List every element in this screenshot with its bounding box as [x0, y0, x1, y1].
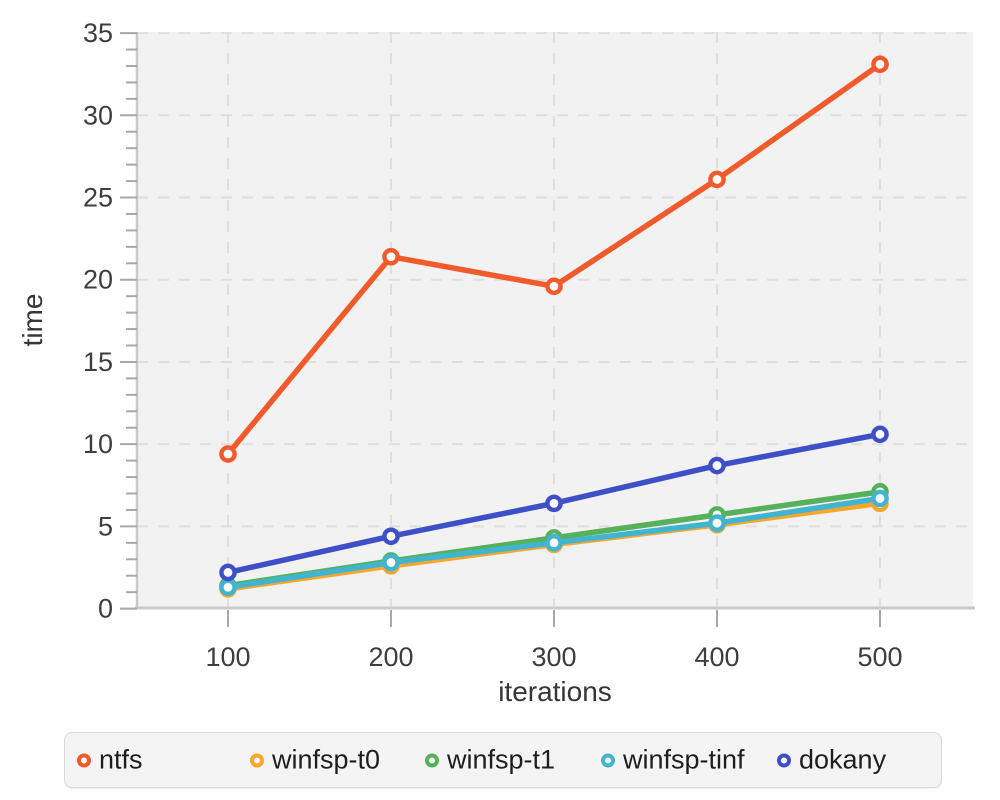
x-tick-label-300: 300: [531, 642, 576, 672]
chart-legend: ntfs winfsp-t0 winfsp-t1 winfsp-tinf dokany: [64, 732, 942, 788]
marker-dokany-x300: [545, 494, 563, 513]
line-chart: 0 5 10 15 20 25 30 35 100 200 300 400 500 iterations t…: [17, 18, 975, 707]
y-axis-title: time: [17, 294, 48, 347]
x-tick-label-400: 400: [694, 642, 739, 672]
legend-item-ntfs: ntfs: [77, 744, 143, 775]
marker-ntfs-x400: [708, 170, 726, 189]
marker-winfsp-tinf-x300: [545, 534, 563, 552]
legend-ring-icon: [77, 753, 91, 767]
legend-label: winfsp-tinf: [623, 744, 745, 775]
x-tick-label-100: 100: [205, 642, 250, 672]
legend-ring-icon: [425, 753, 439, 767]
legend-item-winfsp-t0: winfsp-t0: [250, 744, 381, 775]
marker-dokany-x400: [708, 456, 726, 475]
y-tick-label-30: 30: [83, 100, 113, 130]
series-dokany: [219, 425, 889, 582]
y-tick-label-10: 10: [83, 429, 113, 459]
legend-ring-icon: [777, 753, 791, 767]
legend-label: ntfs: [99, 744, 143, 775]
marker-winfsp-tinf-x500: [871, 489, 889, 508]
marker-dokany-x500: [871, 425, 889, 444]
y-tick-label-0: 0: [98, 594, 113, 624]
y-tick-label-20: 20: [83, 265, 113, 295]
series-ntfs: [219, 55, 889, 463]
legend-label: winfsp-t0: [272, 744, 381, 775]
marker-winfsp-tinf-x200: [382, 553, 400, 572]
marker-dokany-x100: [219, 563, 237, 582]
marker-winfsp-tinf-x100: [219, 578, 237, 597]
y-tick-label-15: 15: [83, 347, 113, 377]
x-tick-label-500: 500: [857, 642, 902, 672]
marker-winfsp-tinf-x400: [708, 514, 726, 532]
marker-dokany-x200: [382, 527, 400, 546]
series-winfsp-tinf: [219, 489, 889, 597]
marker-ntfs-x500: [871, 55, 889, 74]
legend-item-winfsp-t1: winfsp-t1: [425, 744, 556, 775]
x-axis-title: iterations: [498, 676, 612, 707]
marker-ntfs-x300: [545, 277, 563, 296]
legend-item-dokany: dokany: [777, 744, 887, 775]
y-tick-label-5: 5: [98, 511, 113, 541]
legend-label: winfsp-t1: [447, 744, 556, 775]
legend-item-winfsp-tinf: winfsp-tinf: [601, 744, 745, 775]
y-tick-label-35: 35: [83, 18, 113, 48]
y-tick-label-25: 25: [83, 183, 113, 213]
legend-ring-icon: [601, 753, 615, 767]
marker-ntfs-x200: [382, 247, 400, 266]
legend-ring-icon: [250, 753, 264, 767]
tick-marks: [120, 32, 881, 627]
marker-ntfs-x100: [219, 445, 237, 463]
x-tick-label-200: 200: [368, 642, 413, 672]
legend-label: dokany: [799, 744, 887, 775]
